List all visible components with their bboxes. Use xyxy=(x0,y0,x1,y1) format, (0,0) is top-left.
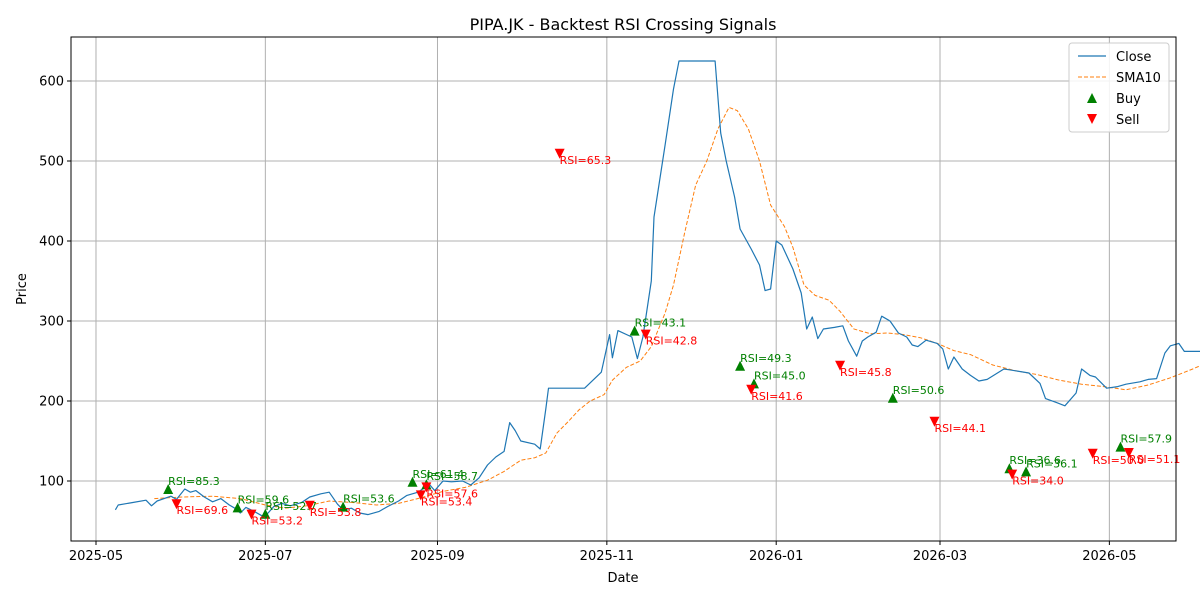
sell-rsi-label: RSI=50.0 xyxy=(1093,454,1145,467)
sell-rsi-label: RSI=45.8 xyxy=(840,366,892,379)
buy-rsi-label: RSI=58.7 xyxy=(426,470,478,483)
sell-marker xyxy=(421,482,432,493)
buy-rsi-label: RSI=61.4 xyxy=(412,468,464,481)
buy-marker xyxy=(1021,466,1032,477)
chart-title: PIPA.JK - Backtest RSI Crossing Signals xyxy=(470,15,777,34)
sell-marker xyxy=(1007,469,1018,480)
sell-marker xyxy=(1123,448,1134,458)
y-tick-label: 400 xyxy=(39,235,64,250)
sell-rsi-label: RSI=57.6 xyxy=(426,487,478,500)
buy-rsi-label: RSI=85.3 xyxy=(168,475,220,488)
buy-rsi-label: RSI=52.7 xyxy=(265,500,317,513)
sell-marker xyxy=(1087,448,1098,459)
x-tick-label: 2025-11 xyxy=(580,549,634,564)
legend-sell-marker xyxy=(1087,114,1097,124)
buy-marker xyxy=(735,360,746,371)
x-tick-label: 2025-05 xyxy=(69,549,123,564)
y-tick-label: 300 xyxy=(39,315,64,330)
buy-marker xyxy=(260,508,271,519)
close-line xyxy=(114,60,1200,517)
buy-rsi-label: RSI=43.1 xyxy=(635,317,687,330)
sma10-line xyxy=(154,106,1200,509)
sell-marker xyxy=(746,384,757,395)
sell-marker xyxy=(554,148,565,159)
buy-marker xyxy=(163,484,174,494)
sell-rsi-label: RSI=41.6 xyxy=(751,390,803,403)
sma10-line-layer xyxy=(154,106,1200,509)
buy-rsi-label: RSI=45.0 xyxy=(754,369,806,382)
x-axis-label: Date xyxy=(607,571,638,586)
legend-buy-label: Buy xyxy=(1116,92,1141,107)
buy-marker xyxy=(338,501,349,512)
buy-rsi-label: RSI=50.6 xyxy=(893,384,945,397)
y-tick-label: 200 xyxy=(39,395,64,410)
sell-marker xyxy=(246,509,257,520)
sell-rsi-label: RSI=65.3 xyxy=(560,154,612,167)
sell-rsi-label: RSI=42.8 xyxy=(646,335,698,348)
sell-marker xyxy=(304,500,315,511)
buy-marker xyxy=(887,392,898,403)
buy-rsi-label: RSI=36.6 xyxy=(1009,454,1061,467)
y-tick-label: 500 xyxy=(39,155,64,170)
grid-layer xyxy=(71,37,1176,541)
sell-rsi-label: RSI=44.1 xyxy=(934,422,986,435)
close-line-layer xyxy=(114,60,1200,517)
buy-rsi-label: RSI=53.6 xyxy=(343,493,395,506)
legend-buy-marker xyxy=(1087,93,1097,103)
buy-rsi-label: RSI=59.6 xyxy=(238,493,290,506)
y-axis-label: Price xyxy=(15,273,30,305)
y-tick-label: 100 xyxy=(39,475,64,490)
legend-sell-label: Sell xyxy=(1116,113,1139,128)
sell-rsi-label: RSI=53.4 xyxy=(421,495,473,508)
sell-marker xyxy=(929,416,940,427)
buy-rsi-label: RSI=49.3 xyxy=(740,352,792,365)
buy-marker xyxy=(629,325,640,336)
plot-area-frame xyxy=(70,36,1177,542)
axis-ticks: 2025-05 2025-07 2025-09 2025-11 2026-01 2026-… xyxy=(39,75,1136,565)
x-tick-label: 2026-05 xyxy=(1082,549,1136,564)
x-tick-label: 2026-01 xyxy=(749,549,803,564)
sell-rsi-label: RSI=51.1 xyxy=(1129,453,1181,466)
y-tick-label: 600 xyxy=(39,75,64,90)
sell-marker xyxy=(835,360,846,371)
sell-rsi-label: RSI=69.6 xyxy=(177,504,229,517)
x-tick-label: 2026-03 xyxy=(913,549,967,564)
buy-marker xyxy=(1115,441,1126,452)
buy-marker xyxy=(232,502,243,513)
buy-rsi-label: RSI=57.9 xyxy=(1120,433,1172,446)
sell-rsi-label: RSI=34.0 xyxy=(1012,475,1064,488)
sell-rsi-label: RSI=53.2 xyxy=(251,515,303,528)
x-tick-label: 2025-09 xyxy=(410,549,464,564)
legend-close-label: Close xyxy=(1116,50,1151,65)
buy-rsi-label: RSI=36.1 xyxy=(1026,457,1078,470)
buy-marker xyxy=(407,476,418,487)
legend-sma10-label: SMA10 xyxy=(1116,71,1161,86)
sell-marker xyxy=(171,499,182,510)
sell-marker xyxy=(640,329,651,340)
sell-rsi-label: RSI=53.8 xyxy=(310,506,362,519)
x-tick-label: 2025-07 xyxy=(238,549,292,564)
legend-box xyxy=(1068,42,1170,133)
sell-marker xyxy=(415,490,426,501)
legend: Close SMA10 Buy Sell xyxy=(1068,42,1170,133)
